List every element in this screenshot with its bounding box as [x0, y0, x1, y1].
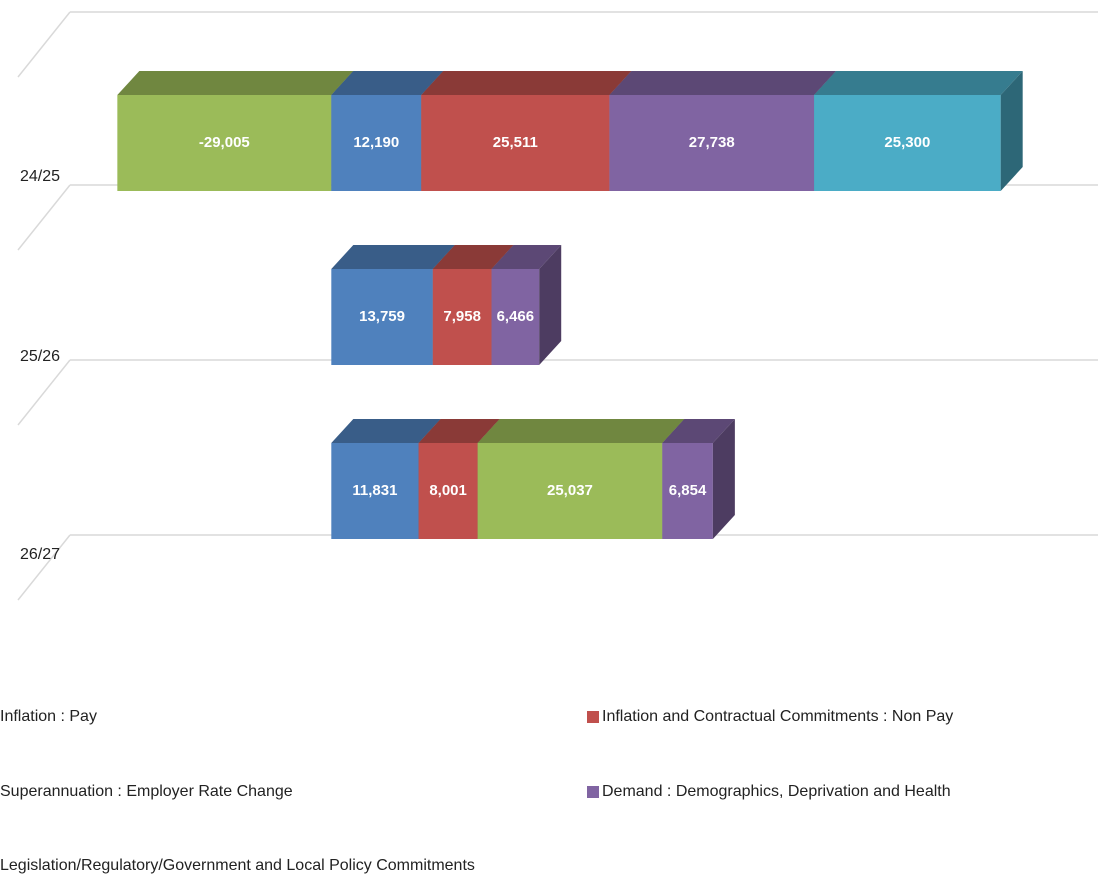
- bar-side: [539, 245, 562, 365]
- floor-line: [17, 359, 1098, 426]
- bar-top: [331, 419, 441, 443]
- value-label: 13,759: [359, 308, 405, 325]
- y-tick-label: 25/26: [20, 348, 60, 365]
- bar-top: [814, 71, 1023, 95]
- bar-side: [1000, 71, 1023, 191]
- value-label: 6,854: [669, 482, 707, 499]
- floor-line: [17, 534, 1098, 601]
- bar-top: [418, 419, 500, 443]
- bar: [814, 95, 1001, 191]
- bar: [331, 443, 419, 539]
- legend-label: Inflation : Pay: [0, 708, 97, 725]
- bar-side: [712, 419, 735, 539]
- legend-marker: [587, 711, 599, 723]
- bar: [331, 95, 422, 191]
- legend-label: Legislation/Regulatory/Government and Lo…: [0, 857, 475, 874]
- value-label: 12,190: [353, 134, 399, 151]
- bar-top: [331, 71, 444, 95]
- value-label: 25,511: [493, 134, 538, 151]
- value-label: 7,958: [443, 308, 481, 325]
- value-label: 25,300: [884, 134, 930, 151]
- value-label: 11,831: [352, 482, 397, 499]
- value-label: 25,037: [547, 482, 593, 499]
- bar-top: [117, 71, 354, 95]
- value-label: 27,738: [689, 134, 735, 151]
- bar: [331, 269, 433, 365]
- legend-label: Demand : Demographics, Deprivation and H…: [602, 783, 951, 800]
- bar: [432, 269, 492, 365]
- bar: [491, 269, 540, 365]
- bar-top: [432, 245, 514, 269]
- bar: [117, 95, 332, 191]
- y-tick-label: 26/27: [20, 546, 60, 563]
- bar-top: [421, 71, 632, 95]
- bar: [609, 95, 815, 191]
- bar: [418, 443, 478, 539]
- bar-top: [662, 419, 735, 443]
- legend-label: Superannuation : Employer Rate Change: [0, 783, 293, 800]
- bar: [421, 95, 610, 191]
- bar: [477, 443, 663, 539]
- value-label: 6,466: [497, 308, 535, 325]
- legend-marker: [587, 786, 599, 798]
- bar-top: [609, 71, 837, 95]
- y-tick-label: 24/25: [20, 168, 60, 185]
- floor-line: [17, 11, 1098, 78]
- legend-label: Inflation and Contractual Commitments : …: [602, 708, 953, 725]
- bar-top: [331, 245, 455, 269]
- bar: [662, 443, 713, 539]
- bar-top: [477, 419, 685, 443]
- value-label: 8,001: [429, 482, 467, 499]
- bar-top: [491, 245, 562, 269]
- value-label: -29,005: [199, 134, 250, 151]
- floor-line: [17, 184, 1098, 251]
